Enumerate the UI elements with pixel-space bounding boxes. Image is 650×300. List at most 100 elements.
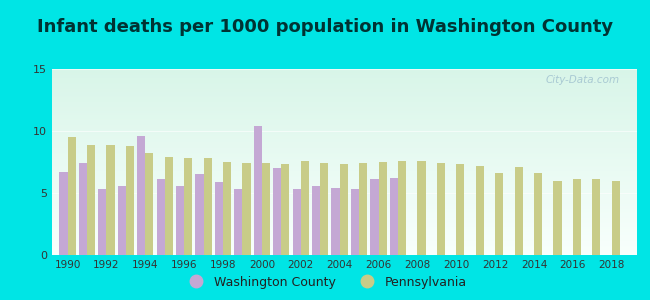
Bar [52, 126, 637, 127]
Bar [52, 145, 637, 146]
Bar [52, 138, 637, 139]
Bar [52, 190, 637, 191]
Bar [52, 131, 637, 132]
Bar [52, 210, 637, 211]
Bar [52, 188, 637, 189]
Bar [242, 163, 251, 255]
Bar [52, 96, 637, 97]
Bar [437, 163, 445, 255]
Bar [52, 226, 637, 227]
Bar [52, 128, 637, 129]
Bar [52, 161, 637, 162]
Bar [52, 121, 637, 122]
Bar [52, 195, 637, 196]
Bar [98, 189, 107, 255]
Bar [52, 221, 637, 222]
Bar [370, 179, 378, 255]
Bar [52, 219, 637, 220]
Bar [417, 161, 426, 255]
Bar [52, 249, 637, 250]
Bar [52, 101, 637, 103]
Bar [495, 173, 503, 255]
Bar [59, 172, 68, 255]
Bar [52, 142, 637, 143]
Bar [52, 196, 637, 197]
Bar [52, 85, 637, 86]
Bar [52, 116, 637, 117]
Bar [52, 103, 637, 104]
Bar [52, 104, 637, 105]
Bar [52, 169, 637, 170]
Bar [68, 137, 75, 255]
Bar [52, 212, 637, 213]
Bar [52, 247, 637, 248]
Bar [52, 224, 637, 225]
Bar [52, 94, 637, 95]
Bar [52, 127, 637, 128]
Bar [52, 189, 637, 190]
Bar [52, 158, 637, 159]
Bar [52, 183, 637, 184]
Bar [52, 117, 637, 118]
Bar [340, 164, 348, 255]
Bar [52, 160, 637, 161]
Bar [52, 174, 637, 175]
Bar [456, 164, 464, 255]
Bar [52, 182, 637, 183]
Bar [52, 162, 637, 163]
Bar [52, 199, 637, 200]
Bar [332, 188, 340, 255]
Bar [52, 134, 637, 135]
Bar [52, 253, 637, 254]
Bar [52, 150, 637, 151]
Bar [398, 161, 406, 255]
Bar [312, 186, 320, 255]
Bar [52, 92, 637, 93]
Bar [52, 74, 637, 75]
Bar [52, 114, 637, 115]
Bar [52, 82, 637, 83]
Bar [146, 153, 153, 255]
Bar [52, 228, 637, 229]
Bar [52, 178, 637, 179]
Bar [52, 230, 637, 231]
Bar [52, 208, 637, 209]
Bar [52, 136, 637, 137]
Bar [52, 90, 637, 91]
Bar [52, 171, 637, 172]
Bar [52, 100, 637, 101]
Bar [52, 254, 637, 255]
Bar [52, 144, 637, 145]
Bar [52, 194, 637, 195]
Bar [52, 76, 637, 77]
Bar [52, 168, 637, 169]
Bar [52, 75, 637, 76]
Bar [52, 164, 637, 165]
Bar [52, 86, 637, 87]
Bar [52, 124, 637, 125]
Bar [52, 87, 637, 88]
Bar [52, 109, 637, 110]
Bar [126, 146, 134, 255]
Bar [52, 211, 637, 212]
Bar [52, 180, 637, 181]
Bar [378, 162, 387, 255]
Bar [52, 251, 637, 252]
Bar [52, 151, 637, 152]
Bar [52, 106, 637, 107]
Bar [52, 231, 637, 232]
Bar [52, 84, 637, 85]
Bar [52, 227, 637, 228]
Bar [52, 245, 637, 246]
Bar [52, 146, 637, 147]
Bar [52, 181, 637, 182]
Bar [52, 120, 637, 121]
Bar [52, 143, 637, 144]
Bar [52, 72, 637, 73]
Bar [52, 97, 637, 98]
Bar [157, 179, 164, 255]
Bar [52, 81, 637, 82]
Bar [52, 169, 637, 170]
Bar [52, 113, 637, 114]
Bar [196, 174, 203, 255]
